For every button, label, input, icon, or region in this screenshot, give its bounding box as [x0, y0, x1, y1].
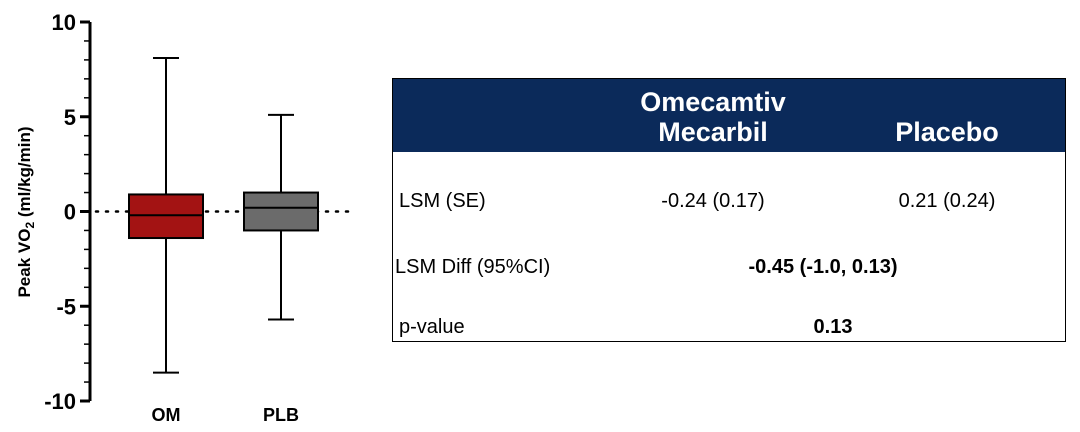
- header-om-line1: Omecamtiv: [640, 87, 786, 117]
- category-label: OM: [152, 405, 181, 425]
- ylabel-main: Peak VO: [15, 229, 34, 298]
- y-tick-label: 0: [64, 200, 76, 225]
- row-lsm-om: -0.24 (0.17): [661, 190, 765, 212]
- y-axis-label: Peak VO2 (ml/kg/min): [15, 126, 37, 297]
- header-om-line2: Mecarbil: [658, 117, 768, 147]
- box-plb: [243, 113, 319, 321]
- header-placebo: Placebo: [895, 117, 999, 147]
- row-diff-label: LSM Diff (95%CI): [395, 256, 551, 278]
- row-diff-value: -0.45 (-1.0, 0.13): [748, 256, 898, 278]
- box-plot-chart: -10 -5 0 5 10 OM PLB Peak VO2 (ml/kg/min): [15, 10, 354, 425]
- row-pvalue-label: p-value: [399, 316, 465, 338]
- box-om: [128, 57, 204, 374]
- y-tick-label: 5: [64, 105, 76, 130]
- y-tick-label: 10: [52, 10, 76, 35]
- y-tick-label: -10: [44, 389, 76, 414]
- row-lsm-label: LSM (SE): [399, 190, 486, 212]
- y-axis: -10 -5 0 5 10: [44, 10, 92, 414]
- row-pvalue-value: 0.13: [813, 316, 853, 338]
- row-lsm-plb: 0.21 (0.24): [898, 190, 996, 212]
- category-label: PLB: [263, 405, 299, 425]
- ylabel-subscript: 2: [23, 222, 37, 229]
- box-iqr: [243, 191, 319, 232]
- x-axis-categories: OM PLB: [152, 405, 300, 425]
- header-om: Omecamtiv Mecarbil: [613, 87, 813, 147]
- ylabel-units: (ml/kg/min): [15, 126, 34, 221]
- boxes: [128, 57, 319, 374]
- y-tick-label: -5: [56, 294, 76, 319]
- statistics-table: Omecamtiv Mecarbil Placebo LSM (SE) -0.2…: [392, 78, 1066, 342]
- table-header: Omecamtiv Mecarbil Placebo: [393, 79, 1065, 152]
